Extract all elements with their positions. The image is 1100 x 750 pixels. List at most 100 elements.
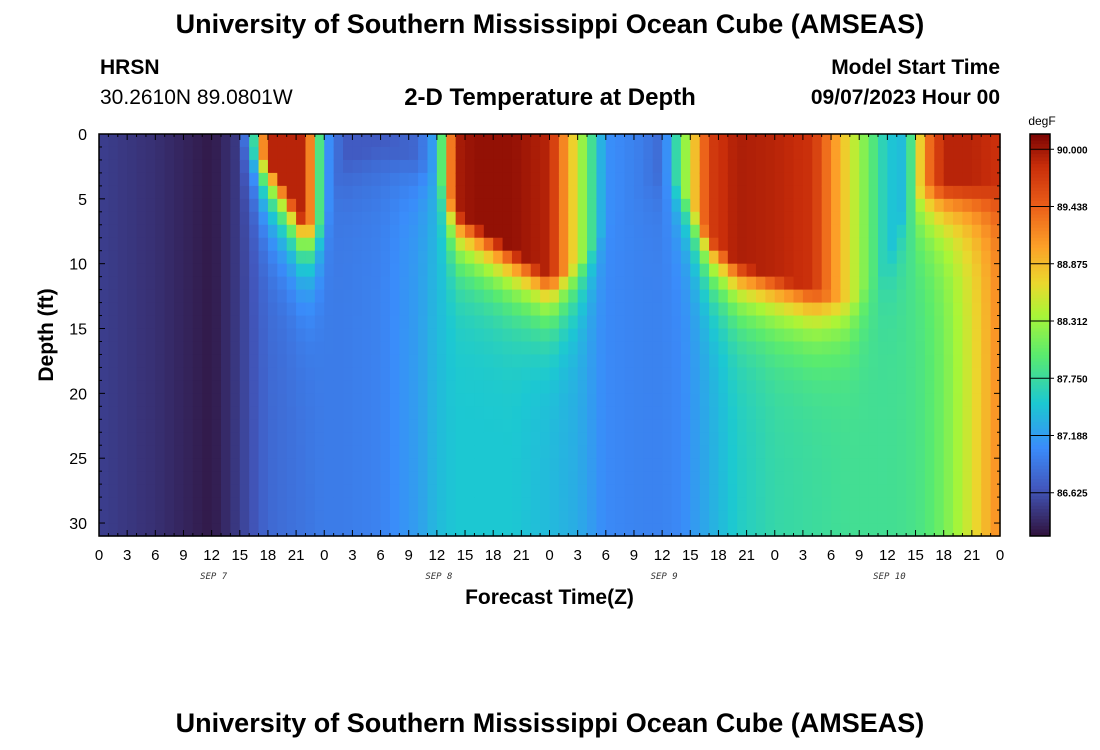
heatmap-cell [971, 367, 982, 381]
heatmap-cell [389, 146, 400, 161]
heatmap-cell [483, 250, 494, 265]
heatmap-cell [530, 185, 541, 200]
heatmap-cell [371, 445, 382, 459]
heatmap-cell [418, 211, 429, 226]
heatmap-cell [296, 471, 307, 485]
heatmap-cell [746, 315, 757, 330]
heatmap-cell [934, 302, 945, 317]
heatmap-cell [493, 393, 504, 407]
heatmap-cell [934, 185, 945, 200]
heatmap-cell [145, 354, 156, 369]
heatmap-cell [277, 354, 288, 369]
heatmap-cell [277, 276, 288, 291]
heatmap-cell [727, 185, 738, 200]
heatmap-cell [812, 341, 823, 356]
heatmap-cell [971, 471, 982, 485]
heatmap-cell [671, 328, 682, 343]
colorbar-segment [1030, 348, 1050, 353]
heatmap-cell [389, 341, 400, 356]
heatmap-cell [831, 224, 842, 239]
heatmap-cell [568, 497, 579, 511]
heatmap-cell [99, 146, 109, 161]
x-tick-label: 3 [573, 547, 581, 564]
heatmap-cell [849, 237, 860, 252]
heatmap-cell [371, 185, 382, 200]
heatmap-cell [802, 172, 813, 187]
heatmap-cell [371, 250, 382, 265]
heatmap-cell [915, 315, 926, 330]
heatmap-cell [230, 419, 241, 433]
heatmap-cell [108, 523, 119, 537]
heatmap-cell [680, 211, 691, 226]
heatmap-cell [924, 432, 935, 446]
heatmap-cell [934, 211, 945, 226]
heatmap-cell [108, 172, 119, 187]
heatmap-cell [361, 263, 372, 278]
heatmap-cell [155, 354, 166, 369]
heatmap-cell [718, 393, 729, 407]
heatmap-cell [831, 198, 842, 213]
heatmap-cell [267, 302, 278, 317]
heatmap-cell [915, 224, 926, 239]
heatmap-cell [389, 250, 400, 265]
heatmap-cell [859, 172, 870, 187]
heatmap-cell [399, 497, 410, 511]
heatmap-cell [943, 471, 954, 485]
heatmap-cell [427, 315, 438, 330]
heatmap-cell [990, 419, 1001, 433]
heatmap-cell [577, 445, 588, 459]
heatmap-cell [455, 354, 466, 369]
heatmap-cell [511, 328, 522, 343]
heatmap-cell [145, 237, 156, 252]
heatmap-cell [962, 523, 973, 537]
heatmap-cell [915, 497, 926, 511]
heatmap-cell [849, 134, 860, 148]
heatmap-cell [709, 211, 720, 226]
colorbar-segment [1030, 321, 1050, 326]
heatmap-cell [436, 224, 447, 239]
heatmap-cell [493, 484, 504, 498]
heatmap-cell [371, 146, 382, 161]
heatmap-cell [286, 393, 297, 407]
heatmap-cell [737, 276, 748, 291]
heatmap-cell [380, 497, 391, 511]
heatmap-cell [981, 134, 992, 148]
heatmap-cell [296, 328, 307, 343]
heatmap-cell [859, 367, 870, 381]
heatmap-cell [408, 354, 419, 369]
heatmap-cell [324, 211, 335, 226]
heatmap-cell [502, 315, 513, 330]
heatmap-cell [230, 198, 241, 213]
heatmap-cell [643, 146, 654, 161]
heatmap-cell [699, 380, 710, 394]
heatmap-cell [521, 354, 532, 369]
heatmap-cell [230, 484, 241, 498]
heatmap-cell [709, 302, 720, 317]
heatmap-cell [793, 172, 804, 187]
heatmap-cell [558, 134, 569, 148]
heatmap-cell [643, 432, 654, 446]
heatmap-cell [202, 263, 213, 278]
heatmap-cell [633, 458, 644, 472]
heatmap-cell [164, 211, 175, 226]
heatmap-cell [296, 497, 307, 511]
heatmap-cell [755, 237, 766, 252]
heatmap-cell [680, 497, 691, 511]
y-tick-label: 25 [69, 451, 87, 468]
heatmap-cell [924, 367, 935, 381]
heatmap-cell [493, 497, 504, 511]
heatmap-cell [361, 185, 372, 200]
heatmap-cell [793, 211, 804, 226]
heatmap-cell [408, 146, 419, 161]
heatmap-cell [418, 134, 429, 148]
heatmap-cell [389, 172, 400, 187]
heatmap-cell [746, 419, 757, 433]
heatmap-cell [99, 263, 109, 278]
heatmap-cell [333, 523, 344, 537]
heatmap-cell [352, 367, 363, 381]
colorbar-segment [1030, 458, 1050, 463]
heatmap-cell [465, 471, 476, 485]
heatmap-cell [333, 471, 344, 485]
heatmap-cell [371, 380, 382, 394]
